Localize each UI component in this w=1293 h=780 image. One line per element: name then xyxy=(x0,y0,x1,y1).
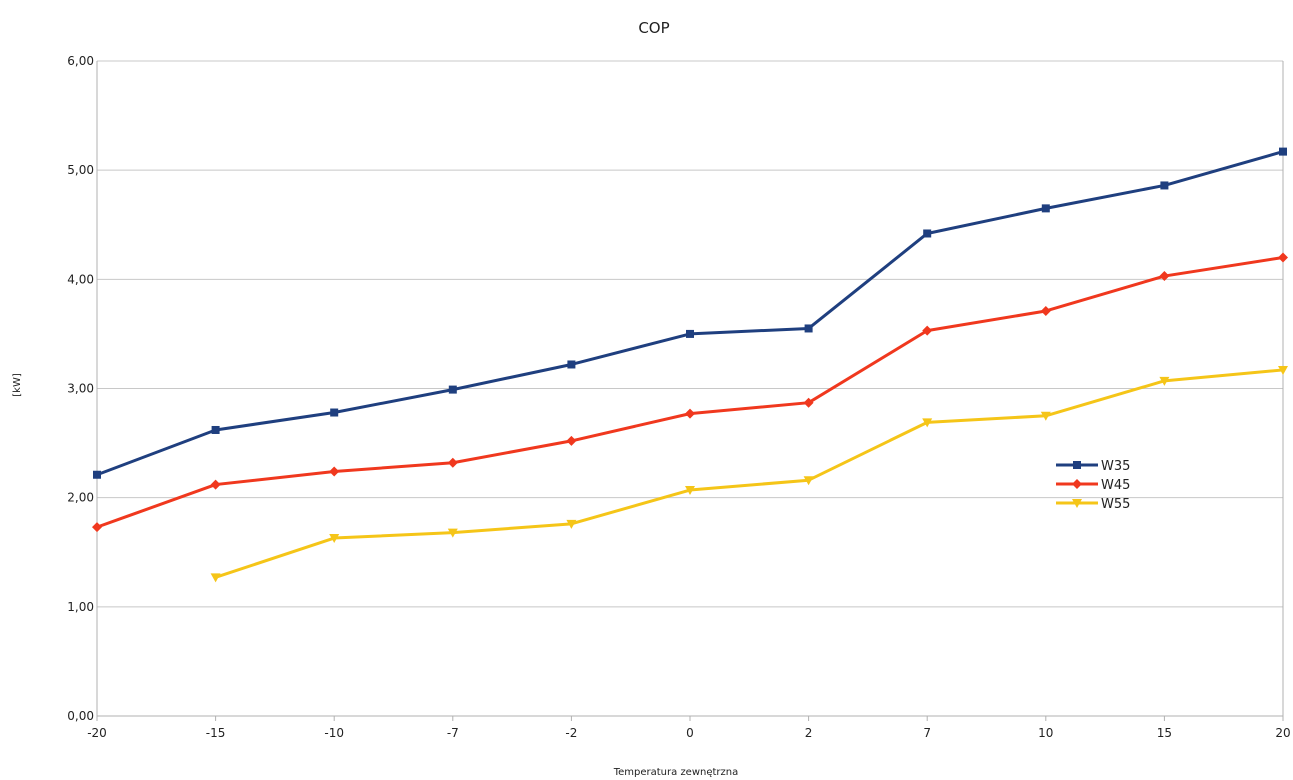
data-point-w55 xyxy=(210,573,221,583)
x-tick-label: 20 xyxy=(1275,726,1290,740)
x-tick-label: 15 xyxy=(1157,726,1172,740)
x-tick-label: -2 xyxy=(565,726,577,740)
legend: W35 W45 W55 xyxy=(1056,459,1130,512)
legend-label: W35 xyxy=(1101,459,1130,474)
data-point-w45 xyxy=(329,466,340,477)
data-point-w35 xyxy=(330,408,339,417)
series-line-w35 xyxy=(96,150,1284,477)
data-point-w55 xyxy=(1040,411,1051,421)
data-point-w45 xyxy=(1278,252,1288,263)
data-point-w35 xyxy=(923,229,932,238)
legend-label: W45 xyxy=(1101,478,1130,493)
data-point-w35 xyxy=(804,324,813,333)
data-point-w35 xyxy=(686,329,694,338)
legend-item-w55: W55 xyxy=(1056,497,1130,512)
data-point-w45 xyxy=(1040,305,1051,316)
data-point-w55 xyxy=(685,486,695,496)
chart-title: COP xyxy=(638,19,669,37)
data-point-w55 xyxy=(566,519,577,529)
legend-label: W55 xyxy=(1101,497,1130,512)
y-tick-label: 5,00 xyxy=(67,163,94,177)
series-line-w55 xyxy=(215,368,1284,579)
y-tick-label: 2,00 xyxy=(67,491,94,505)
data-point-w45 xyxy=(210,479,221,490)
series-w35 xyxy=(93,147,1287,479)
x-tick-label: -7 xyxy=(447,726,459,740)
data-point-w45 xyxy=(922,325,933,336)
x-tick-label: -10 xyxy=(324,726,344,740)
series-w45 xyxy=(92,252,1288,533)
series-layer xyxy=(92,147,1288,583)
data-point-w45 xyxy=(685,408,695,419)
data-point-w55 xyxy=(1278,365,1288,375)
data-point-w35 xyxy=(448,385,457,394)
x-axis-title: Temperatura zewnętrzna xyxy=(613,767,739,778)
x-tick-label: 10 xyxy=(1038,726,1053,740)
y-tick-label: 4,00 xyxy=(67,272,94,286)
series-w55 xyxy=(210,365,1288,583)
x-tick-label: 7 xyxy=(923,726,931,740)
x-tick-label: -15 xyxy=(206,726,226,740)
data-point-w45 xyxy=(1159,271,1170,282)
y-axis-ticks: 0,00 1,00 2,00 3,00 4,00 5,00 6,00 xyxy=(67,54,94,723)
data-point-w35 xyxy=(567,360,576,369)
data-point-w55 xyxy=(329,534,340,544)
y-tick-label: 3,00 xyxy=(67,382,94,396)
legend-swatch-marker xyxy=(1073,461,1081,469)
data-point-w45 xyxy=(92,522,102,533)
gridlines xyxy=(96,60,1284,717)
y-tick-label: 6,00 xyxy=(67,54,94,68)
data-point-w35 xyxy=(1279,147,1287,156)
legend-item-w45: W45 xyxy=(1056,478,1130,493)
y-axis-title: [kW] xyxy=(12,373,23,397)
data-point-w45 xyxy=(447,457,458,468)
x-axis-ticks: -20 -15 -10 -7 -2 0 2 7 10 15 20 xyxy=(87,716,1291,740)
y-tick-label: 0,00 xyxy=(67,709,94,723)
data-point-w45 xyxy=(566,435,577,446)
data-point-w35 xyxy=(1041,204,1050,213)
x-tick-label: -20 xyxy=(87,726,107,740)
data-point-w55 xyxy=(803,476,814,486)
data-point-w35 xyxy=(93,470,101,479)
legend-swatch-marker xyxy=(1072,499,1082,508)
data-point-w35 xyxy=(1160,181,1169,190)
y-tick-label: 1,00 xyxy=(67,600,94,614)
data-point-w55 xyxy=(1159,376,1170,386)
data-point-w45 xyxy=(803,397,814,408)
legend-item-w35: W35 xyxy=(1056,459,1130,474)
x-tick-label: 0 xyxy=(686,726,694,740)
data-point-w55 xyxy=(922,418,933,428)
data-point-w55 xyxy=(447,528,458,538)
legend-swatch-marker xyxy=(1072,479,1082,489)
x-tick-label: 2 xyxy=(805,726,813,740)
data-point-w35 xyxy=(211,425,220,434)
